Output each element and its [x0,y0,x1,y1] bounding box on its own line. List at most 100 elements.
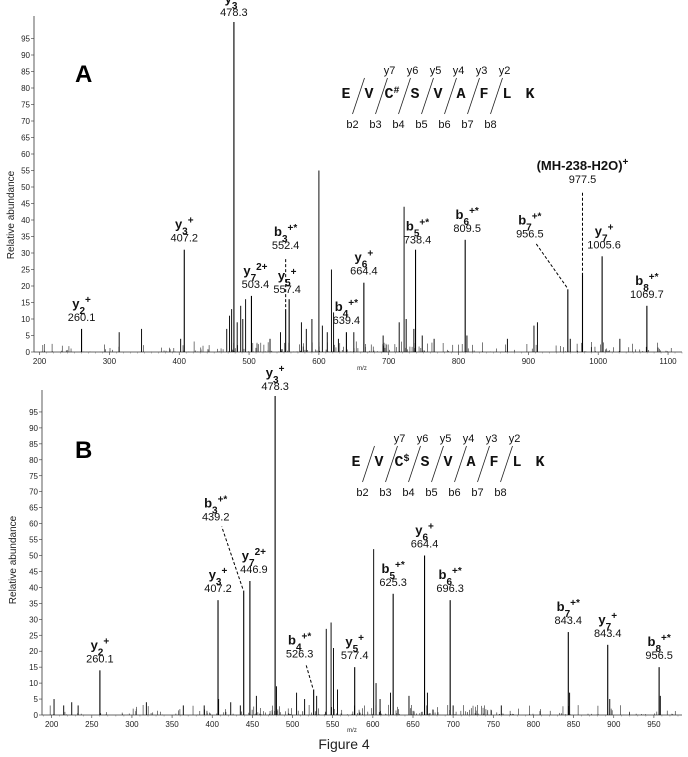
x-tick-label: 400 [206,720,220,729]
cleavage-mark [454,445,467,483]
labeled-peaks-a: 260.1y2+407.2y3+478.3y3+503.4y72+552.4b3… [68,0,664,352]
x-axis-label-b: m/z [347,728,357,734]
y-tick-label: 60 [21,150,30,159]
y-ion-label: y7 [394,433,406,445]
cleavage-mark [500,445,513,483]
peak-ion-label: y3+ [225,0,244,12]
x-tick-label: 750 [487,720,501,729]
sequence-residue: S [420,454,429,471]
x-tick-label: 800 [452,357,466,366]
y-tick-label: 85 [29,440,38,449]
y-tick-label: 95 [21,35,30,44]
b-ion-label: b2 [346,119,358,131]
x-tick-label: 1000 [589,357,607,366]
peak-mass-label: 503.4 [242,279,270,291]
peak-mass-label: 843.4 [555,615,583,627]
cleavage-mark [467,77,480,115]
peak-mass-label: 478.3 [220,7,248,19]
figure-caption: Figure 4 [318,736,370,752]
b-ion-label: b8 [494,487,506,499]
y-tick-label: 65 [29,504,38,513]
y-axis-label-b: Relative abundance [8,515,19,604]
peak-mass-label: 577.4 [341,650,369,662]
x-tick-label: 1100 [659,357,677,366]
peak-mass-label: 625.3 [379,577,407,589]
y-tick-label: 70 [21,117,30,126]
leader-line [305,663,314,688]
cleavage-mark [385,445,398,483]
cleavage-mark [444,77,457,115]
peak-mass-label: 696.3 [436,583,464,595]
sequence-residue: V [433,86,442,103]
x-tick-label: 850 [567,720,581,729]
x-tick-label: 800 [527,720,541,729]
sequence-residue: F [479,86,488,103]
cleavage-mark [408,445,421,483]
y-tick-label: 20 [21,282,30,291]
x-tick-label: 250 [85,720,99,729]
sequence-residue: C# [384,86,399,104]
peak-mass-label: 557.4 [273,284,301,296]
sequence-residue: K [525,86,534,103]
y-tick-label: 45 [21,200,30,209]
cleavage-mark [398,77,411,115]
x-tick-label: 700 [446,720,460,729]
peak-mass-label: 407.2 [171,233,199,245]
y-tick-label: 0 [26,348,31,357]
b-ion-label: b5 [415,119,427,131]
b-ion-label: b2 [356,487,368,499]
x-tick-label: 900 [607,720,621,729]
b-ion-label: b5 [425,487,437,499]
peak-mass-label: 526.3 [286,648,314,660]
y-tick-label: 55 [21,167,30,176]
peak-mass-label: 1005.6 [587,239,621,251]
y-tick-label: 40 [21,216,30,225]
y-tick-label: 85 [21,68,30,77]
leader-line [221,526,244,589]
axes-a: 0 5 10 15 20 25 30 35 40 45 50 55 60 65 70 75 80 85 90 95 20… [21,16,683,366]
y-tick-label: 25 [21,266,30,275]
y-ion-label: y3 [486,433,498,445]
y-tick-label: 25 [29,631,38,640]
y-tick-label: 55 [29,536,38,545]
x-tick-label: 200 [33,357,47,366]
sequence-residue: V [364,86,373,103]
y-ion-label: y3 [476,65,488,77]
y-tick-label: 40 [29,583,38,592]
y-tick-label: 50 [21,183,30,192]
y-ion-label: y5 [430,65,442,77]
y-tick-label: 80 [21,84,30,93]
y-ion-label: y7 [384,65,396,77]
y-ion-label: y4 [463,433,475,445]
peak-mass-label: 407.2 [204,583,232,595]
y-tick-label: 45 [29,567,38,576]
x-tick-label: 650 [406,720,420,729]
peak-mass-label: 552.4 [272,240,300,252]
cleavage-mark [477,445,490,483]
peak-mass-label: 446.9 [240,564,268,576]
y-tick-label: 90 [21,51,30,60]
y-tick-label: 30 [21,249,30,258]
y-tick-label: 75 [21,101,30,110]
peak-mass-label: 1069.7 [630,289,664,301]
peak-ion-label: (MH-238-H2O)+ [537,156,629,173]
peak-mass-label: 478.3 [261,381,289,393]
y-tick-label: 50 [29,552,38,561]
y-tick-label: 0 [34,711,39,720]
peak-mass-label: 260.1 [86,653,114,665]
panel-label-b: B [75,437,92,464]
y-tick-label: 90 [29,424,38,433]
x-tick-label: 400 [173,357,187,366]
cleavage-mark [375,77,388,115]
y-tick-label: 5 [26,332,31,341]
y-tick-label: 20 [29,647,38,656]
cleavage-mark [352,77,365,115]
x-tick-label: 600 [312,357,326,366]
y-ion-label: y5 [440,433,452,445]
sequence-residue: F [489,454,498,471]
x-tick-label: 200 [45,720,59,729]
y-ion-label: y6 [417,433,429,445]
noise-peaks-b [49,549,676,715]
